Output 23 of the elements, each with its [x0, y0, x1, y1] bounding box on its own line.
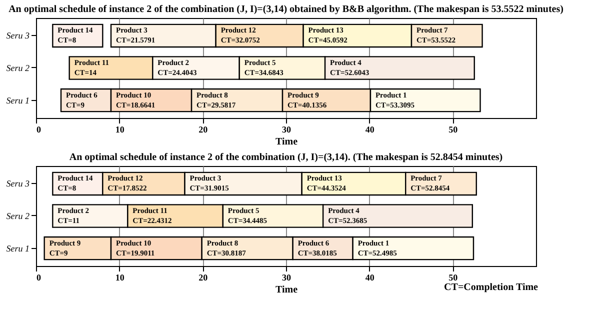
- x-tick-label: 40: [365, 124, 375, 134]
- x-axis-title: Time: [275, 136, 298, 148]
- x-tick-label: 0: [36, 124, 42, 134]
- x-tick-label: 20: [198, 272, 208, 282]
- x-tick-label: 10: [115, 272, 125, 282]
- x-tick-label: 40: [365, 272, 375, 282]
- x-axis-title: Time: [275, 284, 298, 296]
- x-tick-label: 20: [198, 124, 208, 134]
- y-tick-label: Seru 2: [6, 211, 30, 221]
- y-tick-label: Seru 3: [6, 178, 30, 189]
- text: CT=Completion Time: [444, 282, 539, 293]
- x-tick-label: 50: [448, 124, 458, 134]
- chart-title: An optimal schedule of instance 2 of the combination (J, I)=(3,14) obtained by B&B algorithm. (The makespan is 53.5522 minutes): [8, 4, 564, 15]
- x-tick-label: 10: [115, 124, 125, 134]
- y-tick-label: Seru 3: [6, 30, 30, 41]
- y-tick-label: Seru 1: [6, 95, 30, 106]
- x-tick-label: 30: [282, 272, 292, 282]
- y-tick-label: Seru 2: [6, 63, 30, 73]
- chart-title: An optimal schedule of instance 2 of the combination (J, I)=(3,14). (The makespan is 52.8454 minutes): [69, 152, 503, 163]
- x-tick-label: 0: [36, 272, 42, 282]
- x-tick-label: 50: [448, 272, 458, 282]
- y-tick-label: Seru 1: [6, 243, 30, 254]
- x-tick-label: 30: [282, 124, 292, 134]
